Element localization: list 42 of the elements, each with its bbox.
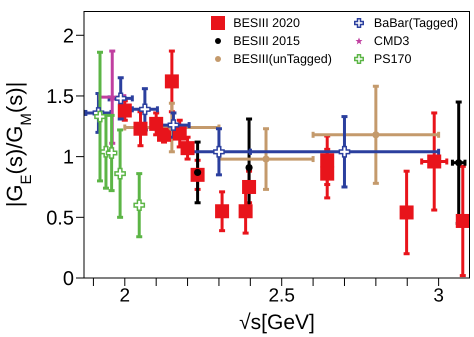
y-tick-label: 0.5 xyxy=(46,207,74,230)
legend-label: BaBar(Tagged) xyxy=(374,16,458,30)
point xyxy=(157,128,172,142)
legend-label: BESIII 2020 xyxy=(233,16,300,30)
point xyxy=(94,110,106,122)
point xyxy=(164,74,179,88)
legend-label: BESIII(unTagged) xyxy=(233,52,332,66)
point xyxy=(172,126,187,141)
y-tick-label: 2 xyxy=(62,25,74,48)
point xyxy=(456,214,470,228)
point xyxy=(372,131,380,138)
point xyxy=(213,146,225,158)
point xyxy=(455,159,462,166)
legend-label: CMD3 xyxy=(374,34,410,48)
y-tick-label: 1 xyxy=(62,146,74,169)
point xyxy=(242,180,256,194)
point xyxy=(320,153,334,168)
point xyxy=(133,122,148,136)
point xyxy=(139,103,151,116)
point xyxy=(238,204,253,218)
x-tick-label: 2.5 xyxy=(268,285,295,306)
point xyxy=(215,204,230,218)
point xyxy=(118,104,132,118)
point xyxy=(149,116,164,131)
point xyxy=(338,146,350,158)
point xyxy=(114,168,126,180)
legend-label: BESIII 2015 xyxy=(233,34,300,48)
x-tick-label: 3 xyxy=(433,285,444,306)
point xyxy=(133,199,146,212)
legend-label: PS170 xyxy=(374,52,412,66)
point xyxy=(400,205,414,220)
point xyxy=(180,141,195,156)
point xyxy=(427,154,442,168)
x-axis-title: √s[GeV] xyxy=(239,311,315,334)
x-tick-label: 2 xyxy=(120,285,130,306)
point xyxy=(168,119,180,131)
point xyxy=(114,92,127,104)
y-tick-label: 1.5 xyxy=(46,86,74,108)
point xyxy=(106,147,118,159)
point xyxy=(320,166,334,181)
point xyxy=(262,155,270,163)
y-tick-label: 0 xyxy=(62,268,74,290)
